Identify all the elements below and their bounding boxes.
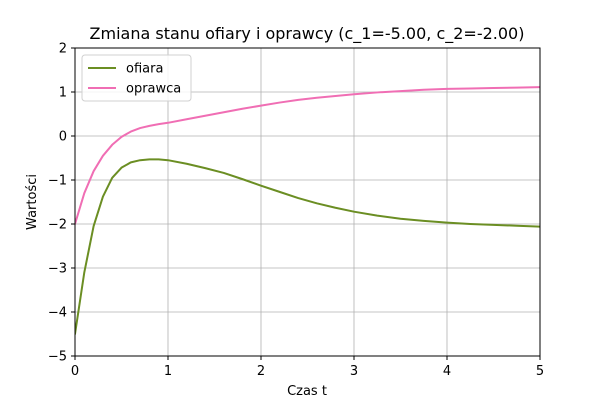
- y-tick-label: 1: [59, 86, 67, 101]
- series-lines: [75, 86, 540, 335]
- y-tick-label: −2: [48, 218, 67, 233]
- x-tick-label: 3: [350, 364, 358, 379]
- x-tick-label: 1: [164, 364, 172, 379]
- series-line-ofiara: [75, 158, 540, 335]
- plot-frame: [74, 47, 541, 357]
- y-tick-label: 2: [59, 42, 67, 57]
- y-tick-label: 0: [59, 130, 67, 145]
- y-tick-label: −4: [48, 306, 67, 321]
- x-axis-label: Czas t: [287, 384, 327, 399]
- legend: ofiara oprawca: [81, 54, 192, 102]
- legend-label-ofiara: ofiara: [126, 62, 163, 77]
- y-tick-label: −5: [48, 350, 67, 365]
- legend-box: [81, 54, 192, 102]
- x-tick-label: 0: [71, 364, 79, 379]
- x-axis-ticks: 0 1 2 3 4 5: [71, 356, 544, 379]
- chart-title: Zmiana stanu ofiary i oprawcy (c_1=-5.00…: [90, 24, 525, 44]
- x-tick-label: 4: [443, 364, 451, 379]
- x-tick-label: 2: [257, 364, 265, 379]
- y-tick-label: −3: [48, 262, 67, 277]
- y-tick-label: −1: [48, 174, 67, 189]
- y-axis-ticks: −5 −4 −3 −2 −1 0 1 2: [48, 42, 75, 365]
- series-line-oprawca: [75, 86, 540, 225]
- legend-label-oprawca: oprawca: [126, 82, 181, 97]
- x-tick-label: 5: [536, 364, 544, 379]
- y-axis-label: Wartości: [25, 174, 40, 230]
